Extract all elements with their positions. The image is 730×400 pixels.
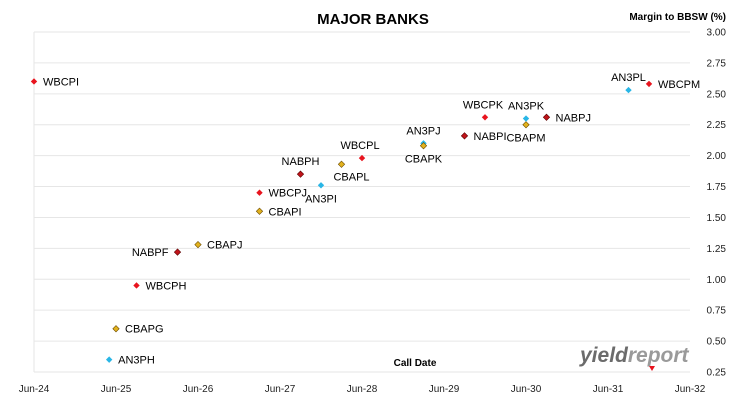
y-tick-label: 0.25 — [707, 368, 727, 379]
x-tick-label: Jun-27 — [265, 384, 296, 395]
point-label-an3pi: AN3PI — [305, 193, 337, 205]
data-point-cbapi — [255, 207, 264, 215]
data-point-wbcpm — [645, 80, 653, 88]
x-tick-labels: Jun-24 Jun-25 Jun-26 Jun-27 Jun-28 Jun-29 Jun-… — [19, 384, 706, 395]
point-label-nabpi: NABPI — [474, 131, 507, 143]
x-tick-label: Jun-26 — [183, 384, 214, 395]
point-label-wbcpk: WBCPK — [463, 99, 504, 111]
data-point-cbapk — [419, 142, 428, 150]
data-point-cbapg — [112, 325, 120, 333]
data-point-an3pl — [625, 86, 632, 94]
point-label-wbcpi: WBCPI — [43, 76, 79, 88]
point-label-cbapi: CBAPI — [269, 206, 302, 218]
point-label-cbapm: CBAPM — [506, 133, 545, 145]
data-point-cbapj — [194, 241, 202, 249]
point-label-wbcph: WBCPH — [146, 280, 187, 292]
gridlines — [33, 31, 690, 373]
point-label-an3pj: AN3PJ — [406, 125, 440, 137]
point-label-nabpf: NABPF — [132, 247, 169, 259]
data-point-wbcpk — [481, 114, 489, 121]
data-point-cbapl — [337, 160, 346, 168]
data-point-wbcpi — [30, 78, 38, 85]
data-point-wbcpj — [256, 189, 263, 196]
x-tick-label: Jun-24 — [19, 384, 50, 395]
x-tick-label: Jun-31 — [593, 384, 624, 395]
data-point-nabpj — [542, 113, 551, 121]
point-label-cbapj: CBAPJ — [207, 240, 242, 252]
y-tick-label: 0.75 — [707, 306, 727, 317]
point-label-cbapg: CBAPG — [125, 324, 164, 336]
point-label-an3pl: AN3PL — [611, 72, 646, 84]
point-label-cbapk: CBAPK — [405, 154, 443, 166]
y-axis-label: Margin to BBSW (%) — [629, 12, 726, 23]
watermark-mark — [649, 366, 655, 371]
x-tick-label: Jun-28 — [347, 384, 378, 395]
data-point-an3pk — [522, 115, 530, 122]
point-labels: WBCPI AN3PH CBAPG WBCPH NABPF CBAPJ WBCPJ CBAPI… — [43, 72, 700, 367]
point-label-wbcpm: WBCPM — [658, 79, 700, 91]
y-tick-label: 1.00 — [707, 275, 727, 286]
data-points — [30, 78, 653, 363]
y-tick-label: 2.75 — [707, 58, 727, 69]
data-point-wbcpl — [358, 154, 366, 162]
point-label-an3pk: AN3PK — [508, 101, 545, 113]
x-tick-label: Jun-30 — [511, 384, 542, 395]
point-label-cbapl: CBAPL — [333, 171, 369, 183]
y-tick-labels: 0.25 0.50 0.75 1.00 1.25 1.50 1.75 2.00 2.25 2.50… — [707, 28, 727, 379]
data-point-an3ph — [105, 356, 113, 363]
point-label-wbcpj: WBCPJ — [269, 188, 308, 200]
data-point-cbapm — [522, 121, 530, 129]
y-tick-label: 3.00 — [707, 28, 727, 39]
watermark-part-1: yield — [579, 344, 629, 367]
point-label-wbcpl: WBCPL — [340, 140, 379, 152]
watermark-logo: yieldreport — [579, 344, 690, 371]
chart-title: MAJOR BANKS — [317, 11, 429, 28]
data-point-nabpi — [460, 132, 469, 140]
y-tick-label: 2.00 — [707, 151, 727, 162]
y-tick-label: 2.25 — [707, 120, 727, 131]
point-label-nabph: NABPH — [282, 156, 320, 168]
data-point-nabph — [296, 170, 305, 178]
data-point-an3pi — [317, 182, 325, 189]
y-tick-label: 1.50 — [707, 213, 727, 224]
y-tick-label: 1.75 — [707, 182, 727, 193]
point-label-an3ph: AN3PH — [118, 355, 155, 367]
data-point-nabpf — [173, 248, 182, 256]
point-label-nabpj: NABPJ — [556, 112, 591, 124]
x-axis-label: Call Date — [394, 358, 437, 369]
y-tick-label: 0.50 — [707, 337, 727, 348]
svg-text:yieldreport: yieldreport — [579, 344, 690, 367]
y-tick-label: 1.25 — [707, 244, 727, 255]
watermark-part-2: report — [628, 344, 690, 367]
y-tick-label: 2.50 — [707, 89, 727, 100]
x-tick-label: Jun-32 — [675, 384, 706, 395]
data-point-wbcph — [133, 282, 140, 289]
x-tick-label: Jun-29 — [429, 384, 460, 395]
x-tick-label: Jun-25 — [101, 384, 132, 395]
